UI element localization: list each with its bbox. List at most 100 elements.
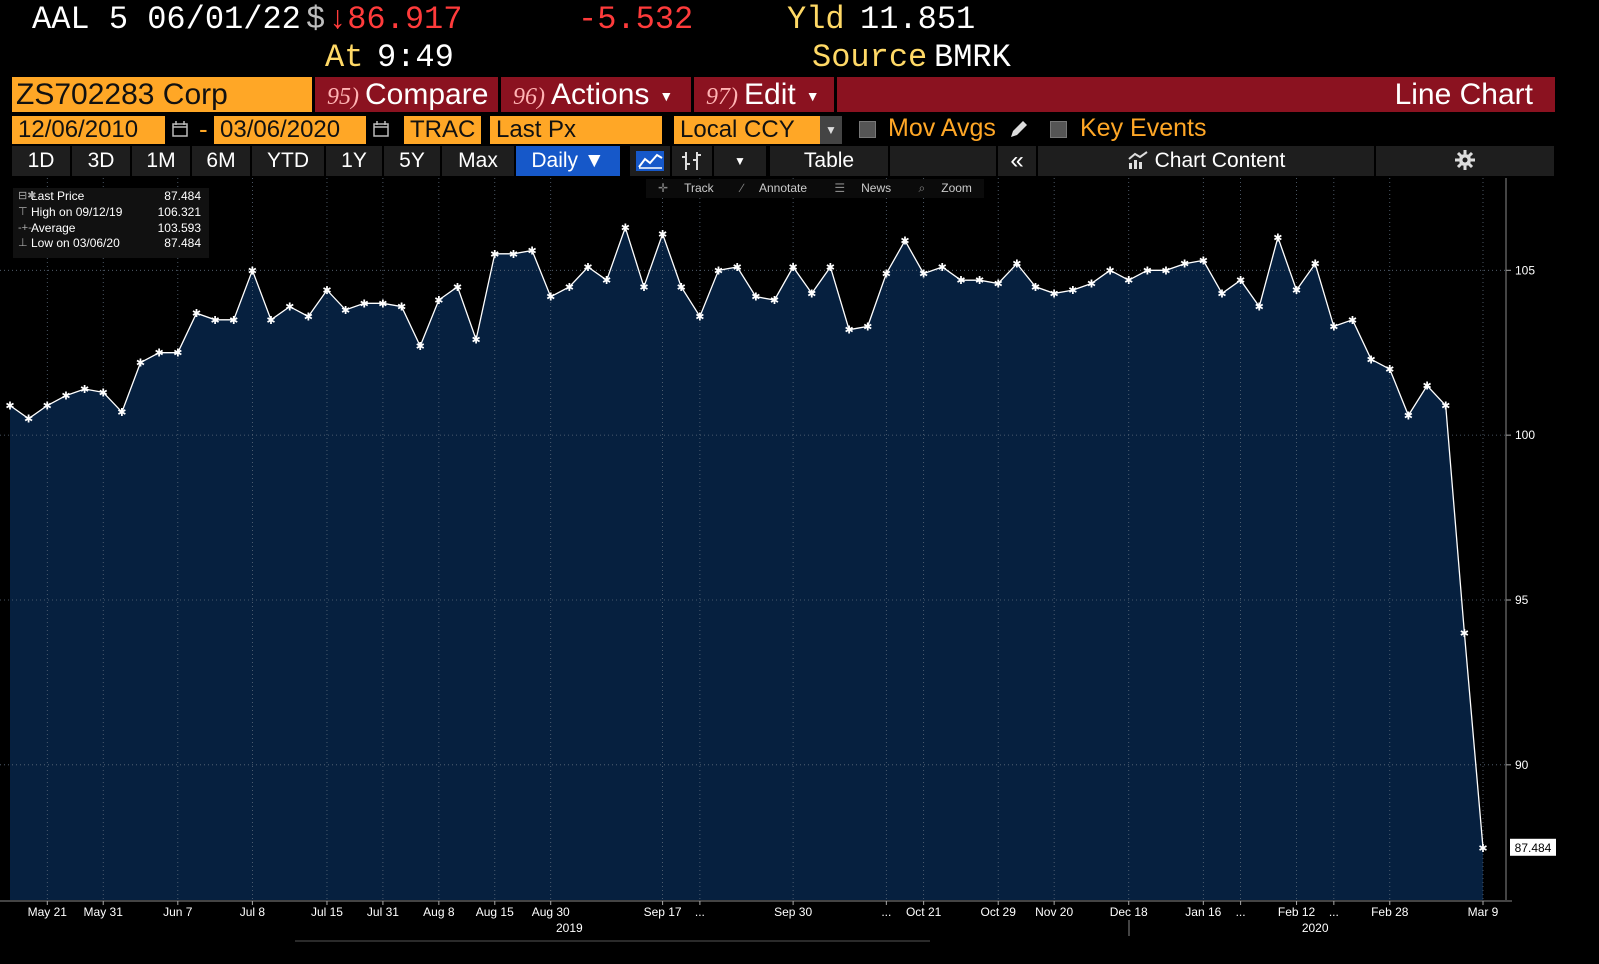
edit-menu-button[interactable]: 97) Edit ▼ <box>694 77 834 112</box>
zoom-tool[interactable]: ⌕ Zoom <box>907 179 984 198</box>
range-3d-button[interactable]: 3D <box>72 146 130 176</box>
security-name: AAL 5 06/01/22 <box>32 1 301 38</box>
data-point: ✱ <box>1292 284 1301 297</box>
edit-label: Edit <box>744 78 796 111</box>
price-line <box>9 225 1484 848</box>
data-point: ✱ <box>322 284 331 297</box>
data-point: ✱ <box>1236 274 1245 287</box>
data-point: ✱ <box>546 291 555 304</box>
data-point: ✱ <box>490 248 499 261</box>
range-ytd-button[interactable]: YTD <box>252 146 324 176</box>
chart-content-button[interactable]: Chart Content <box>1038 146 1374 176</box>
range-1y-button[interactable]: 1Y <box>326 146 382 176</box>
chevron-down-icon: ▼ <box>734 154 746 168</box>
range-1d-button[interactable]: 1D <box>12 146 70 176</box>
x-tick-label: ... <box>1236 905 1246 919</box>
legend-row: -+- Average 103.593 <box>18 221 209 237</box>
data-point: ✱ <box>714 264 723 277</box>
bar-chart-icon[interactable] <box>672 146 712 176</box>
end-date-input[interactable]: 03/06/2020 <box>214 116 366 144</box>
data-point: ✱ <box>1367 353 1376 366</box>
data-point: ✱ <box>397 301 406 314</box>
data-point: ✱ <box>826 261 835 274</box>
data-point: ✱ <box>602 274 611 287</box>
annotate-tool[interactable]: ∕ Annotate <box>729 179 819 198</box>
legend-label: High on 09/12/19 <box>31 204 123 219</box>
data-point: ✱ <box>304 310 313 323</box>
legend-row: ⊥ Low on 03/06/20 87.484 <box>18 236 209 252</box>
data-point: ✱ <box>1012 258 1021 271</box>
data-point: ✱ <box>1441 399 1450 412</box>
pencil-icon[interactable] <box>1007 117 1031 146</box>
mov-avgs-label[interactable]: Mov Avgs <box>888 114 996 142</box>
x-tick-label: Jun 7 <box>163 905 193 919</box>
data-point: ✱ <box>360 297 369 310</box>
table-button[interactable]: Table <box>770 146 888 176</box>
key-events-label[interactable]: Key Events <box>1080 114 1207 142</box>
data-point: ✱ <box>789 261 798 274</box>
compare-number: 95) <box>327 84 359 110</box>
data-point: ✱ <box>229 314 238 327</box>
start-date-input[interactable]: 12/06/2010 <box>12 116 165 144</box>
data-point: ✱ <box>1180 258 1189 271</box>
price-chart[interactable]: 90 95 100 105 ✱ ✱ ✱ ✱ ✱ ✱ ✱ ✱ ✱ ✱ ✱ ✱ ✱ ✱ ✱ ✱ ✱ ✱ ✱ ✱ ✱ ✱ ✱ ✱ ✱ ✱ ✱ ✱ ✱ ✱… <box>0 178 1599 964</box>
data-point: ✱ <box>882 268 891 281</box>
range-max-button[interactable]: Max <box>442 146 514 176</box>
news-icon: ☰ <box>834 181 846 195</box>
collapse-panel-icon[interactable]: « <box>998 146 1036 176</box>
low-marker-icon: ⊥ <box>18 237 28 250</box>
data-point: ✱ <box>956 274 965 287</box>
legend-row: ⊟✱ Last Price 87.484 <box>18 189 209 205</box>
actions-menu-button[interactable]: 96) Actions ▼ <box>501 77 691 112</box>
compare-button[interactable]: 95) Compare <box>315 77 498 112</box>
news-tool[interactable]: ☰ News <box>822 179 903 198</box>
data-point: ✱ <box>453 281 462 294</box>
currency-select[interactable]: Local CCY <box>674 116 820 144</box>
x-tick-label: Jul 15 <box>311 905 343 919</box>
data-point: ✱ <box>1311 258 1320 271</box>
chevron-down-icon: ▼ <box>659 87 674 104</box>
field-input[interactable]: Last Px <box>490 116 662 144</box>
key-events-checkbox[interactable] <box>1050 121 1067 138</box>
settings-button[interactable] <box>1376 146 1554 176</box>
data-point: ✱ <box>378 297 387 310</box>
chart-content-label: Chart Content <box>1154 149 1286 172</box>
data-point: ✱ <box>919 268 928 281</box>
data-point: ✱ <box>1087 277 1096 290</box>
y-tick-label: 95 <box>1515 593 1529 607</box>
calendar-icon[interactable] <box>372 117 390 141</box>
magnifier-icon: ⌕ <box>918 181 926 195</box>
frequency-select[interactable]: Daily ▼ <box>516 146 620 176</box>
x-tick-label: Dec 18 <box>1110 905 1148 919</box>
area-fill <box>10 227 1483 900</box>
data-point: ✱ <box>266 314 275 327</box>
track-tool[interactable]: ✛ Track <box>646 179 726 198</box>
x-tick-label: Nov 20 <box>1035 905 1073 919</box>
range-6m-button[interactable]: 6M <box>192 146 250 176</box>
currency-symbol: $ <box>306 1 326 38</box>
chevron-down-icon[interactable]: ▼ <box>820 116 842 144</box>
mov-avgs-checkbox[interactable] <box>859 121 876 138</box>
data-point: ✱ <box>844 324 853 337</box>
actions-number: 96) <box>513 84 545 110</box>
range-1m-button[interactable]: 1M <box>132 146 190 176</box>
calendar-icon[interactable] <box>171 117 189 141</box>
year-label: 2019 <box>556 921 583 935</box>
data-point: ✱ <box>1460 627 1469 640</box>
line-chart-icon[interactable] <box>630 146 670 176</box>
chevron-down-icon: ▼ <box>805 87 820 104</box>
range-5y-button[interactable]: 5Y <box>384 146 440 176</box>
data-point: ✱ <box>695 310 704 323</box>
y-tick-label: 100 <box>1515 428 1535 442</box>
data-point: ✱ <box>565 281 574 294</box>
legend-label: Low on 03/06/20 <box>31 236 120 251</box>
x-tick-label: Mar 9 <box>1468 905 1499 919</box>
data-point: ✱ <box>1143 264 1152 277</box>
x-tick-label: Feb 28 <box>1371 905 1409 919</box>
x-tick-label: Sep 30 <box>774 905 812 919</box>
ticker-input[interactable]: ZS702283 Corp <box>12 77 312 112</box>
data-point: ✱ <box>1031 281 1040 294</box>
chart-style-dropdown[interactable]: ▼ <box>714 146 766 176</box>
time-label: At <box>325 39 364 76</box>
pricing-source-input[interactable]: TRAC <box>404 116 481 144</box>
